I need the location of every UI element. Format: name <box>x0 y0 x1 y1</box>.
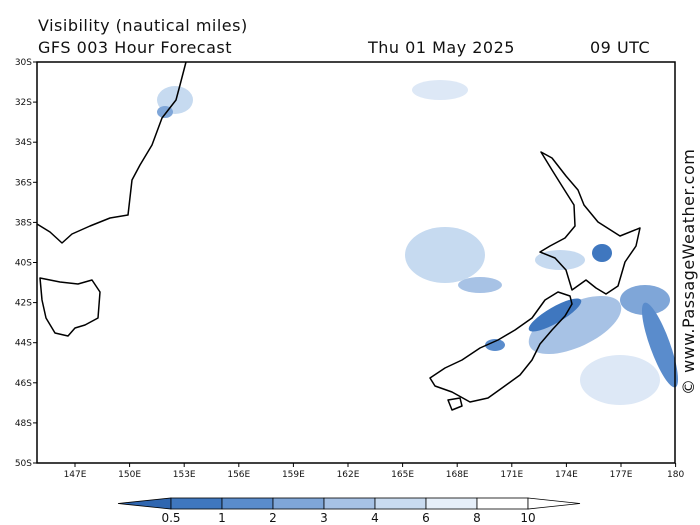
colorbar-segment <box>476 497 529 510</box>
colorbar-label: 2 <box>269 511 277 525</box>
colorbar-segment <box>221 497 274 510</box>
fog-patch <box>528 298 582 332</box>
colorbar-label: 0.5 <box>161 511 180 525</box>
coastlines <box>36 61 641 411</box>
forecast-date: Thu 01 May 2025 <box>367 38 515 57</box>
map-subtitle: GFS 003 Hour Forecast <box>38 38 232 57</box>
colorbar-label: 6 <box>422 511 430 525</box>
lon-label: 153E <box>173 470 196 480</box>
colorbar-segment <box>170 497 223 510</box>
fog-patch <box>592 244 612 262</box>
nz-north-island <box>539 151 641 295</box>
lon-label: 180 <box>667 470 684 480</box>
fog-patch <box>620 285 670 315</box>
lat-label: 34S <box>15 138 32 148</box>
lon-label: 156E <box>227 470 250 480</box>
colorbar-label: 4 <box>371 511 379 525</box>
fog-patch <box>412 80 468 100</box>
lon-label: 168E <box>446 470 469 480</box>
stewart-island <box>447 397 463 411</box>
lon-label: 165E <box>391 470 414 480</box>
australia-coast <box>36 61 187 244</box>
nz-south-island <box>429 291 573 403</box>
lat-label: 50S <box>15 459 32 469</box>
lat-label: 32S <box>15 98 32 108</box>
lon-label: 159E <box>282 470 305 480</box>
lat-label: 36S <box>15 178 32 188</box>
lat-label: 38S <box>15 218 32 228</box>
lon-label: 177E <box>610 470 633 480</box>
colorbar-low <box>117 497 172 510</box>
lon-label: 162E <box>337 470 360 480</box>
lat-label: 40S <box>15 259 32 269</box>
forecast-time: 09 UTC <box>590 38 650 57</box>
visibility-field <box>157 80 679 405</box>
colorbar-label: 3 <box>320 511 328 525</box>
credit: © www.PassageWeather.com <box>679 149 698 395</box>
map-title: Visibility (nautical miles) <box>38 16 248 35</box>
lon-label: 174E <box>555 470 578 480</box>
lat-label: 48S <box>15 419 32 429</box>
fog-patch <box>458 277 502 293</box>
fog-patch <box>641 302 679 388</box>
lat-label: 42S <box>15 299 32 309</box>
colorbar: 0.5 1 2 3 4 6 8 10 <box>117 497 581 525</box>
lat-label: 30S <box>15 58 32 68</box>
fog-patch <box>485 339 505 351</box>
axis-ticks: 30S 32S 34S 36S 38S 40S 42S 44S 46S 48S 50S 147E 150… <box>15 58 685 480</box>
colorbar-high <box>527 497 581 510</box>
colorbar-label: 1 <box>218 511 226 525</box>
lon-label: 171E <box>500 470 523 480</box>
colorbar-segment <box>323 497 376 510</box>
colorbar-label: 8 <box>473 511 481 525</box>
fog-patch <box>580 355 660 405</box>
colorbar-segment <box>374 497 427 510</box>
lat-label: 46S <box>15 379 32 389</box>
colorbar-segment <box>425 497 478 510</box>
tasmania-coast <box>39 277 101 337</box>
fog-patch <box>528 295 622 355</box>
fog-patch <box>405 227 485 283</box>
lon-label: 150E <box>118 470 141 480</box>
colorbar-segment <box>272 497 325 510</box>
lat-label: 44S <box>15 339 32 349</box>
colorbar-label: 10 <box>520 511 535 525</box>
lon-label: 147E <box>64 470 87 480</box>
